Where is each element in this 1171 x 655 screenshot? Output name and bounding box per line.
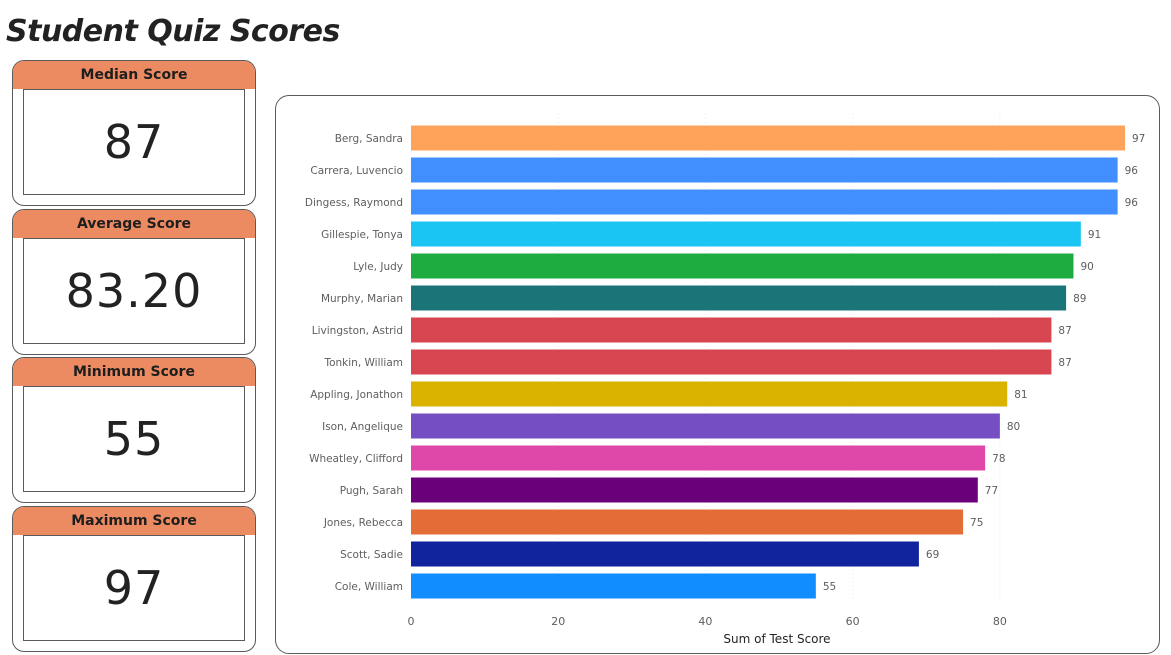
bar[interactable] xyxy=(411,445,986,471)
data-label: 75 xyxy=(970,517,983,529)
category-label: Tonkin, William xyxy=(323,357,403,369)
minimum-score-label: Minimum Score xyxy=(13,358,255,386)
bar[interactable] xyxy=(411,317,1052,343)
x-tick-label: 20 xyxy=(551,615,565,628)
data-label: 78 xyxy=(992,453,1005,465)
category-labels: Berg, Sandra Carrera, Luvencio Dingess, Ra… xyxy=(305,133,403,593)
data-label: 87 xyxy=(1058,325,1071,337)
maximum-score-card[interactable]: Maximum Score 97 xyxy=(12,506,256,652)
x-axis-ticks: 0 20 40 60 80 xyxy=(408,615,1007,628)
data-label: 87 xyxy=(1058,357,1071,369)
category-label: Murphy, Marian xyxy=(321,293,403,305)
page-title: Student Quiz Scores xyxy=(6,14,340,49)
category-label: Jones, Rebecca xyxy=(323,517,403,529)
category-label: Cole, William xyxy=(335,581,403,593)
category-label: Wheatley, Clifford xyxy=(309,453,403,465)
data-label: 96 xyxy=(1125,165,1139,177)
x-tick-label: 40 xyxy=(698,615,712,628)
score-bar-chart-panel[interactable]: Berg, Sandra Carrera, Luvencio Dingess, Ra… xyxy=(275,95,1160,654)
bar[interactable] xyxy=(411,157,1118,183)
bar[interactable] xyxy=(411,413,1000,439)
bar[interactable] xyxy=(411,253,1074,279)
data-label: 90 xyxy=(1080,261,1093,273)
data-label: 97 xyxy=(1132,133,1145,145)
data-labels: 97 96 96 91 90 89 87 87 81 80 78 77 75 69 55 xyxy=(823,133,1146,593)
data-label: 80 xyxy=(1007,421,1020,433)
score-bar-chart[interactable]: Berg, Sandra Carrera, Luvencio Dingess, Ra… xyxy=(276,96,1161,655)
category-label: Gillespie, Tonya xyxy=(321,229,403,241)
median-score-value: 87 xyxy=(23,89,245,195)
bar[interactable] xyxy=(411,221,1081,247)
median-score-label: Median Score xyxy=(13,61,255,89)
bar[interactable] xyxy=(411,573,816,599)
category-label: Pugh, Sarah xyxy=(340,485,403,497)
category-label: Berg, Sandra xyxy=(335,133,403,145)
maximum-score-value: 97 xyxy=(23,535,245,641)
category-label: Appling, Jonathon xyxy=(310,389,403,401)
maximum-score-label: Maximum Score xyxy=(13,507,255,535)
minimum-score-card[interactable]: Minimum Score 55 xyxy=(12,357,256,503)
category-label: Ison, Angelique xyxy=(322,421,403,433)
x-tick-label: 0 xyxy=(408,615,415,628)
average-score-value: 83.20 xyxy=(23,238,245,344)
average-score-card[interactable]: Average Score 83.20 xyxy=(12,209,256,355)
data-label: 96 xyxy=(1125,197,1139,209)
bars xyxy=(411,125,1125,599)
data-label: 89 xyxy=(1073,293,1086,305)
minimum-score-value: 55 xyxy=(23,386,245,492)
category-label: Carrera, Luvencio xyxy=(310,165,403,177)
x-tick-label: 60 xyxy=(846,615,860,628)
average-score-label: Average Score xyxy=(13,210,255,238)
x-axis-title: Sum of Test Score xyxy=(723,632,830,646)
category-label: Lyle, Judy xyxy=(353,261,403,273)
bar[interactable] xyxy=(411,189,1118,215)
data-label: 91 xyxy=(1088,229,1101,241)
data-label: 77 xyxy=(985,485,998,497)
median-score-card[interactable]: Median Score 87 xyxy=(12,60,256,206)
bar[interactable] xyxy=(411,509,964,535)
bar[interactable] xyxy=(411,381,1008,407)
data-label: 69 xyxy=(926,549,939,561)
data-label: 81 xyxy=(1014,389,1027,401)
bar[interactable] xyxy=(411,541,919,567)
category-label: Scott, Sadie xyxy=(340,549,403,561)
bar[interactable] xyxy=(411,285,1067,311)
bar[interactable] xyxy=(411,349,1052,375)
bar[interactable] xyxy=(411,477,978,503)
bar[interactable] xyxy=(411,125,1125,151)
category-label: Livingston, Astrid xyxy=(312,325,403,337)
category-label: Dingess, Raymond xyxy=(305,197,403,209)
data-label: 55 xyxy=(823,581,836,593)
x-tick-label: 80 xyxy=(993,615,1007,628)
